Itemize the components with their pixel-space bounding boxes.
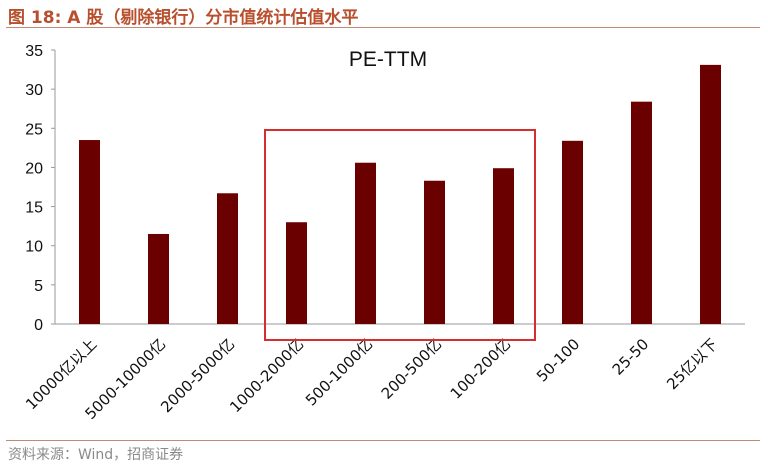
bar (424, 180, 445, 324)
y-tick-label: 0 (34, 317, 43, 334)
x-category-label: 50-100 (533, 335, 583, 385)
bar (700, 64, 721, 325)
figure-caption: 图 18: A 股（剔除银行）分市值统计估值水平 (8, 3, 358, 28)
top-divider (6, 27, 760, 28)
x-category-label: 10000亿以上 (22, 335, 100, 413)
bar (79, 140, 100, 324)
x-category-label: 500-1000亿 (302, 335, 376, 409)
highlight-box (264, 129, 536, 341)
figure-label: 图 18: (8, 8, 62, 28)
x-category-label: 25亿以下 (663, 335, 721, 393)
y-tick-label: 15 (25, 200, 43, 217)
x-axis-labels: 10000亿以上5000-10000亿2000-5000亿1000-2000亿5… (22, 335, 721, 423)
x-category-label: 200-500亿 (378, 335, 446, 403)
bars (79, 64, 721, 325)
bar (631, 101, 652, 324)
bar (148, 233, 169, 324)
y-tick-label: 5 (34, 278, 43, 295)
y-tick-label: 10 (25, 239, 43, 256)
y-tick-label: 35 (25, 43, 43, 60)
y-tick-label: 20 (25, 160, 43, 177)
y-tick-label: 25 (25, 121, 43, 138)
bottom-divider (6, 440, 760, 441)
x-category-label: 100-200亿 (447, 335, 515, 403)
bar (217, 193, 238, 324)
bar (355, 162, 376, 324)
chart-title: PE-TTM (349, 48, 427, 71)
x-category-label: 25-50 (609, 335, 653, 379)
x-category-label: 1000-2000亿 (226, 335, 307, 416)
figure-caption-text: A 股（剔除银行）分市值统计估值水平 (67, 8, 359, 28)
y-tick-label: 30 (25, 82, 43, 99)
y-axis-ticks: 0 5 10 15 20 25 30 35 (25, 43, 55, 334)
source-note: 资料来源：Wind，招商证券 (8, 447, 184, 463)
bar (562, 140, 583, 324)
bar (493, 168, 514, 324)
pe-ttm-bar-chart: 0 5 10 15 20 25 30 35 10000亿以上5000-10000亿2000-5… (22, 43, 745, 423)
bar (286, 222, 307, 324)
